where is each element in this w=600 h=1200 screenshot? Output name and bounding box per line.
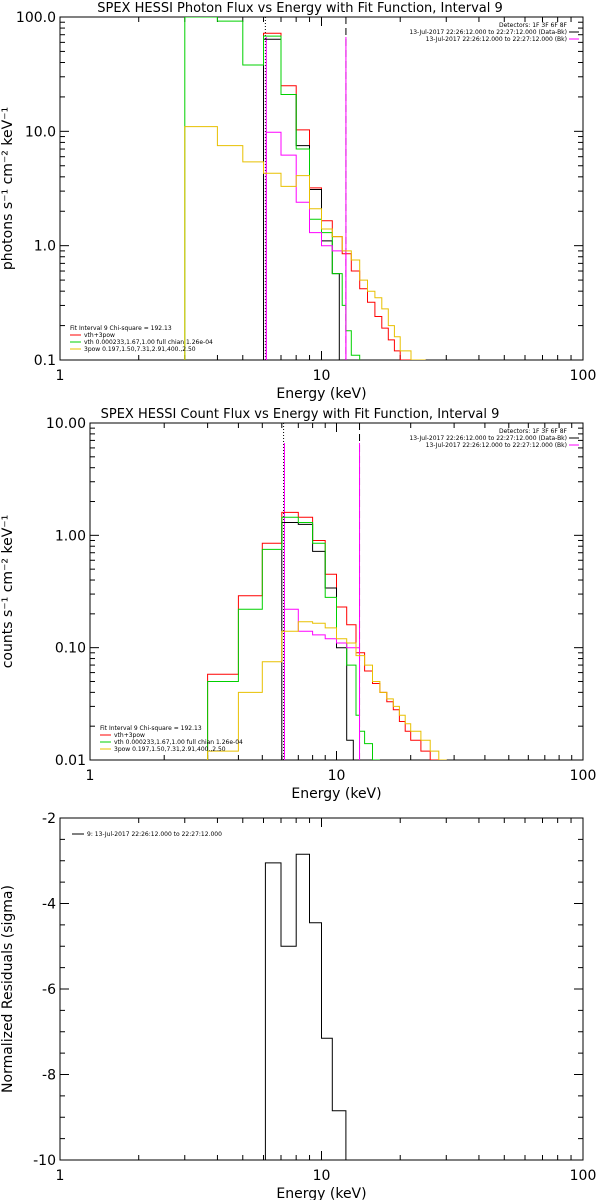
header-line: 13-Jul-2017 22:26:12.000 to 22:27:12.000… xyxy=(426,36,567,43)
series-layer xyxy=(264,853,347,1160)
y-tick-label: -4 xyxy=(42,897,56,913)
y-tick-label: 0.10 xyxy=(55,641,86,657)
y-tick-label: -6 xyxy=(42,982,56,998)
y-tick-label: 10.0 xyxy=(25,124,56,140)
x-tick-label: 1 xyxy=(56,368,65,384)
x-axis-title: Energy (keV) xyxy=(291,786,381,802)
y-axis-title: counts s⁻¹ cm⁻² keV⁻¹ xyxy=(0,515,16,669)
legend-line: 9: 13-Jul-2017 22:26:12.000 to 22:27:12.… xyxy=(87,831,222,838)
y-tick-label: 100.0 xyxy=(16,10,56,26)
y-tick-label: -10 xyxy=(33,1153,56,1169)
x-tick-label: 10 xyxy=(313,368,331,384)
chart-panel-1: SPEX HESSI Photon Flux vs Energy with Fi… xyxy=(0,1,596,402)
legend-line: Fit Interval 9 Chi-square = 192.13 xyxy=(100,725,202,732)
legend-line: 3pow 0.197,1.50,7.31,2.91,400.,2.50 xyxy=(114,746,226,753)
x-tick-label: 100 xyxy=(570,1168,597,1184)
header-line: 13-Jul-2017 22:26:12.000 to 22:27:12.000… xyxy=(426,442,567,449)
y-tick-label: 0.1 xyxy=(34,353,56,369)
y-tick-label: -8 xyxy=(42,1068,56,1084)
chart-panel-2: SPEX HESSI Count Flux vs Energy with Fit… xyxy=(0,407,596,802)
series-line-0 xyxy=(263,32,426,360)
y-tick-label: -2 xyxy=(42,811,56,827)
header-line: Detectors: 1F 3F 6F 8F xyxy=(499,22,568,29)
series-line-4 xyxy=(207,621,447,760)
header-line: Detectors: 1F 3F 6F 8F xyxy=(499,428,568,435)
series-line-2 xyxy=(207,516,380,760)
legend-line: vth+3pow xyxy=(114,732,145,739)
series-line-0 xyxy=(207,511,447,760)
y-axis-title: Normalized Residuals (sigma) xyxy=(0,885,16,1093)
x-axis-title: Energy (keV) xyxy=(276,386,366,402)
legend-line: vth 0.000233,1.67,1.00 full chian 1.26e-… xyxy=(84,339,213,346)
series-line-3 xyxy=(284,608,360,760)
x-tick-label: 1 xyxy=(56,1168,65,1184)
series-line-4 xyxy=(184,126,426,360)
x-tick-label: 10 xyxy=(313,1168,331,1184)
series-layer xyxy=(207,511,447,760)
header-line: 13-Jul-2017 22:26:12.000 to 22:27:12.000… xyxy=(409,29,567,36)
x-tick-label: 1 xyxy=(86,768,95,784)
series-line-1 xyxy=(281,522,360,760)
series-line-1 xyxy=(263,38,346,360)
chart-title: SPEX HESSI Count Flux vs Energy with Fit… xyxy=(101,407,500,422)
legend-line: vth+3pow xyxy=(84,332,115,339)
series-layer xyxy=(184,17,426,360)
y-tick-label: 10.00 xyxy=(46,416,86,432)
legend-line: 3pow 0.197,1.50,7.31,2.91,400.,2.50 xyxy=(84,346,196,353)
y-tick-label: 0.01 xyxy=(55,753,86,769)
x-tick-label: 10 xyxy=(328,768,346,784)
x-axis-title: Energy (keV) xyxy=(276,1186,366,1200)
y-tick-label: 1.00 xyxy=(55,528,86,544)
y-tick-label: 1.0 xyxy=(34,239,56,255)
legend-line: Fit Interval 9 Chi-square = 192.13 xyxy=(70,325,172,332)
chart-title: SPEX HESSI Photon Flux vs Energy with Fi… xyxy=(97,1,503,16)
legend-line: vth 0.000233,1.67,1.00 full chian 1.26e-… xyxy=(114,739,243,746)
series-line-3 xyxy=(265,131,347,360)
series-line-0 xyxy=(264,853,347,1160)
header-line: 13-Jul-2017 22:26:12.000 to 22:27:12.000… xyxy=(409,435,567,442)
series-line-2 xyxy=(184,17,361,360)
chart-panel-3: 1 10 100 -2 -4 -6 -8 -10 Energy (keV) Normalized … xyxy=(0,811,596,1200)
x-tick-label: 100 xyxy=(570,368,597,384)
y-axis-title: photons s⁻¹ cm⁻² keV⁻¹ xyxy=(0,107,16,270)
x-tick-label: 100 xyxy=(570,768,597,784)
